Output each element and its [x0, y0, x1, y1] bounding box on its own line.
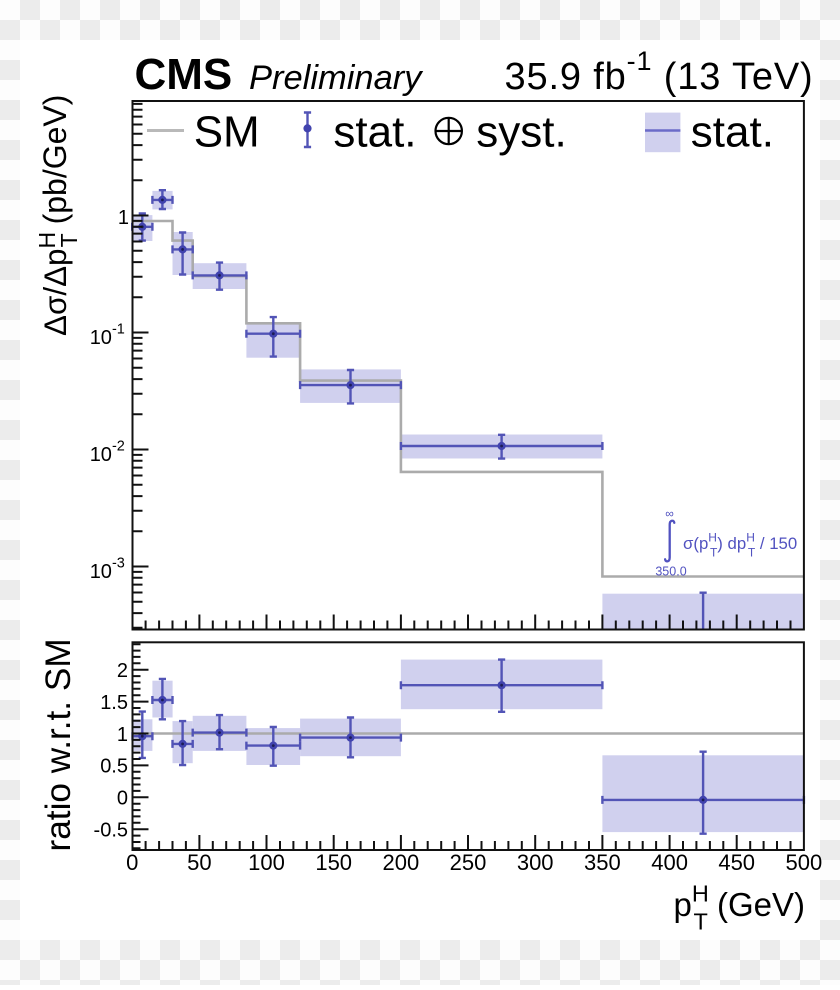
svg-text:200: 200: [383, 850, 420, 875]
svg-text:stat.: stat.: [691, 108, 774, 157]
svg-text:300: 300: [517, 850, 554, 875]
svg-text:-0.5: -0.5: [94, 820, 128, 842]
svg-text:35.9 fb-1 (13 TeV): 35.9 fb-1 (13 TeV): [505, 46, 814, 98]
svg-text:250: 250: [450, 850, 487, 875]
svg-text:1: 1: [117, 724, 128, 746]
svg-text:400: 400: [651, 850, 688, 875]
svg-text:SM: SM: [194, 108, 260, 157]
svg-text:1: 1: [118, 207, 129, 229]
svg-text:0: 0: [117, 788, 128, 810]
svg-text:2: 2: [117, 660, 128, 682]
svg-text:450: 450: [718, 850, 755, 875]
svg-text:150: 150: [315, 850, 352, 875]
svg-text:Δσ/ΔpHT (pb/GeV): Δσ/ΔpHT (pb/GeV): [34, 95, 82, 336]
svg-text:stat.: stat.: [333, 108, 416, 157]
svg-text:∞: ∞: [665, 507, 674, 521]
svg-text:500: 500: [786, 850, 823, 875]
svg-text:50: 50: [187, 850, 211, 875]
svg-text:syst.: syst.: [476, 108, 566, 157]
svg-text:350: 350: [584, 850, 621, 875]
svg-text:1.5: 1.5: [100, 692, 128, 714]
svg-text:Preliminary: Preliminary: [249, 59, 423, 97]
svg-text:0.5: 0.5: [100, 756, 128, 778]
svg-text:350.0: 350.0: [655, 565, 686, 579]
svg-text:ratio w.r.t. SM: ratio w.r.t. SM: [39, 638, 78, 851]
svg-text:100: 100: [248, 850, 285, 875]
svg-text:CMS: CMS: [135, 50, 233, 99]
svg-text:0: 0: [126, 850, 138, 875]
